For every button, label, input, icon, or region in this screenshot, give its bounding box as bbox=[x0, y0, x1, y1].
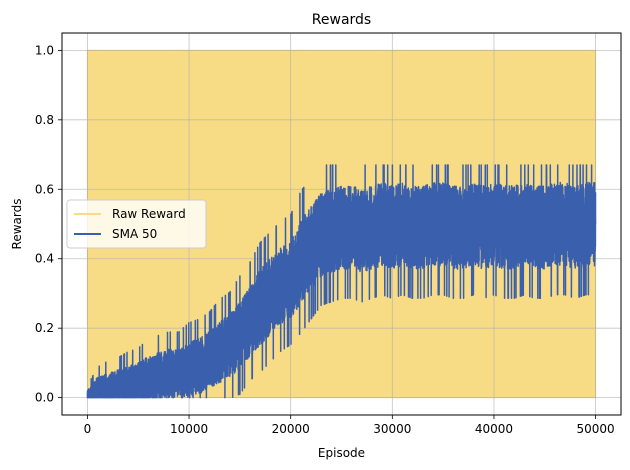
x-tick-label: 20000 bbox=[272, 422, 310, 436]
y-tick-label: 0.6 bbox=[35, 182, 54, 196]
chart-title: Rewards bbox=[312, 12, 371, 28]
y-axis: 0.0 0.2 0.4 0.6 0.8 1.0 bbox=[35, 43, 62, 405]
x-tick-label: 40000 bbox=[475, 422, 513, 436]
x-axis: 0 10000 20000 30000 40000 50000 bbox=[84, 415, 615, 436]
legend-box bbox=[66, 199, 207, 249]
legend: Raw Reward SMA 50 bbox=[66, 199, 207, 249]
sma-50-line bbox=[86, 164, 597, 399]
legend-label-sma-50: SMA 50 bbox=[112, 227, 157, 241]
x-tick-label: 30000 bbox=[373, 422, 411, 436]
x-tick-label: 50000 bbox=[576, 422, 614, 436]
legend-label-raw-reward: Raw Reward bbox=[112, 207, 186, 221]
y-tick-label: 1.0 bbox=[35, 43, 54, 57]
y-tick-label: 0.8 bbox=[35, 113, 54, 127]
y-axis-label: Rewards bbox=[10, 199, 24, 250]
sma-50-series bbox=[86, 164, 597, 399]
y-tick-label: 0.0 bbox=[35, 391, 54, 405]
x-axis-label: Episode bbox=[318, 446, 365, 460]
x-tick-label: 10000 bbox=[170, 422, 208, 436]
x-tick-label: 0 bbox=[84, 422, 92, 436]
y-tick-label: 0.2 bbox=[35, 321, 54, 335]
plot-frame bbox=[61, 32, 622, 416]
y-tick-label: 0.4 bbox=[35, 252, 54, 266]
